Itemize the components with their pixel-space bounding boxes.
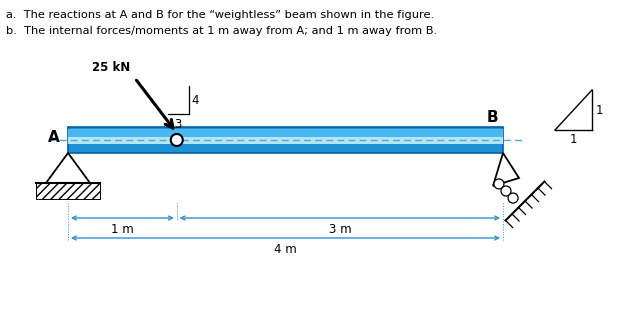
Text: 3: 3 (175, 118, 182, 131)
Text: A: A (48, 130, 60, 145)
Text: 4 m: 4 m (274, 243, 297, 256)
Text: a.  The reactions at A and B for the “weightless” beam shown in the figure.: a. The reactions at A and B for the “wei… (6, 10, 434, 20)
Polygon shape (46, 153, 90, 183)
Bar (68, 137, 503, 144)
Text: 25 kN: 25 kN (93, 61, 131, 74)
Circle shape (501, 186, 511, 196)
Circle shape (171, 134, 183, 146)
Polygon shape (493, 153, 519, 186)
Text: 1: 1 (596, 103, 603, 116)
Text: 3 m: 3 m (329, 223, 351, 236)
Text: 4: 4 (192, 94, 199, 107)
Text: b.  The internal forces/moments at 1 m away from A; and 1 m away from B.: b. The internal forces/moments at 1 m aw… (6, 26, 437, 36)
Text: B: B (486, 110, 498, 125)
Text: 1: 1 (569, 133, 578, 146)
Circle shape (508, 193, 518, 203)
Text: 1 m: 1 m (111, 223, 134, 236)
Circle shape (494, 179, 504, 189)
Bar (36, 183, 100, 199)
Bar (68, 127, 503, 153)
Bar (68, 129, 503, 138)
